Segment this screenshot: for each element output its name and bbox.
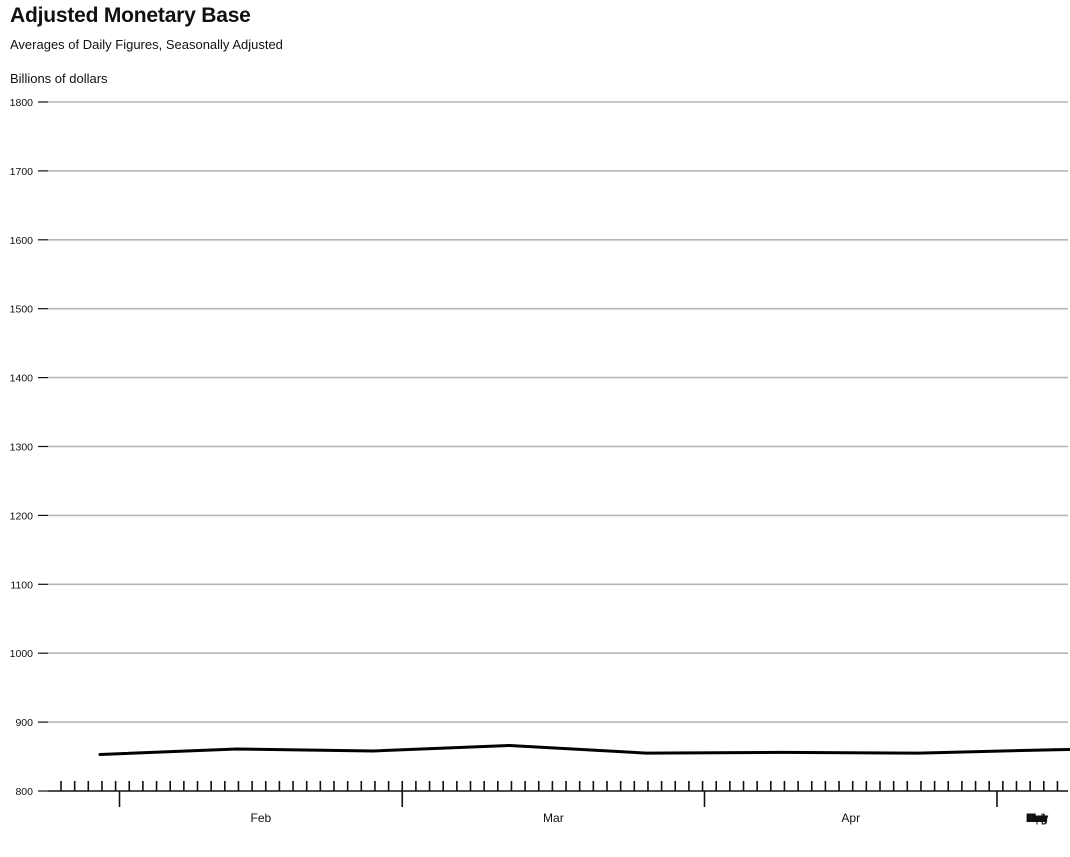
y-tick-label: 1400 — [10, 373, 34, 385]
y-tick-label: 1800 — [10, 97, 34, 109]
data-point — [644, 751, 648, 755]
x-month-label: Jan — [1027, 811, 1046, 825]
x-month-label: Jul — [1029, 811, 1044, 825]
data-point — [235, 747, 238, 751]
x-month-label: Oct — [1028, 811, 1047, 825]
x-month-label: Nov — [1026, 811, 1047, 825]
chart-subtitle: Averages of Daily Figures, Seasonally Ad… — [10, 37, 283, 52]
y-tick-label: 1700 — [10, 166, 34, 178]
x-month-label: Sep — [1026, 811, 1048, 825]
y-tick-label: 800 — [15, 786, 33, 798]
y-tick-label: 1500 — [10, 304, 34, 316]
series-line — [99, 743, 1070, 756]
x-month-label: May — [1026, 811, 1049, 825]
data-point — [1054, 748, 1057, 752]
x-month-label: Apr — [841, 811, 860, 825]
data-point — [917, 751, 921, 755]
data-point — [371, 749, 375, 753]
data-point — [781, 750, 784, 754]
y-tick-label: 1000 — [10, 648, 34, 660]
x-month-label: Jun — [1027, 811, 1046, 825]
x-month-label: Mar — [1027, 811, 1048, 825]
y-tick-label: 1300 — [10, 442, 34, 454]
x-month-label: Mar — [543, 811, 564, 825]
y-axis-label: Billions of dollars — [10, 71, 108, 86]
x-month-label: Dec — [1026, 811, 1047, 825]
y-tick-label: 1200 — [10, 510, 34, 522]
y-tick-label: 1100 — [10, 579, 33, 591]
chart-title: Adjusted Monetary Base — [10, 4, 251, 27]
x-month-label: Aug — [1026, 811, 1047, 825]
data-point — [98, 752, 102, 756]
data-point — [508, 744, 511, 748]
y-tick-label: 900 — [15, 717, 33, 729]
x-month-label: Apr — [1028, 811, 1047, 825]
y-tick-label: 1600 — [10, 235, 34, 247]
x-month-label: Feb — [1027, 811, 1048, 825]
x-month-label: Feb — [251, 811, 272, 825]
